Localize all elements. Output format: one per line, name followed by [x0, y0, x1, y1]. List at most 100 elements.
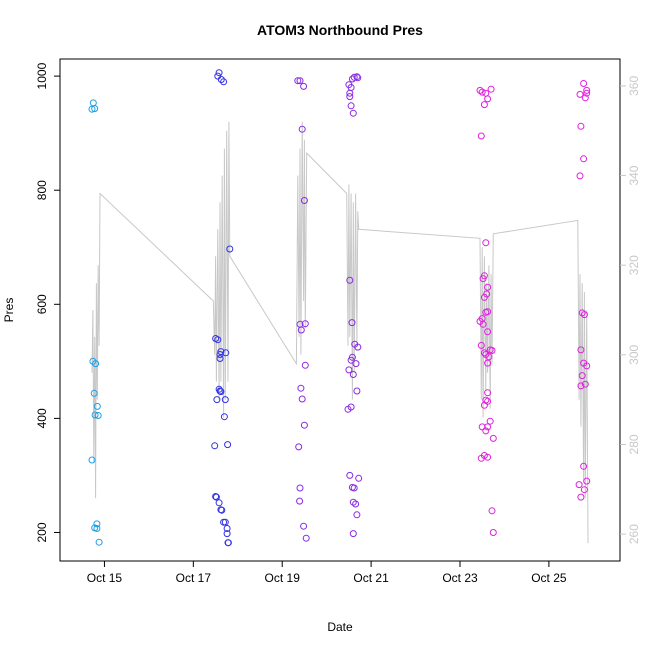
- data-point: [484, 397, 492, 405]
- data-point: [477, 341, 485, 349]
- data-point: [577, 346, 585, 354]
- data-point: [576, 90, 584, 98]
- data-point: [88, 456, 96, 464]
- y2-tick-label: 360: [627, 76, 641, 96]
- data-point: [482, 396, 490, 404]
- data-point: [296, 497, 304, 505]
- data-point: [94, 412, 102, 419]
- data-point: [350, 484, 358, 492]
- data-point: [355, 474, 363, 482]
- data-point: [89, 99, 97, 107]
- data-point: [578, 309, 586, 317]
- data-point: [353, 73, 361, 81]
- data-point: [576, 172, 584, 180]
- data-point: [348, 319, 356, 327]
- data-point: [346, 89, 354, 97]
- data-point: [354, 343, 362, 351]
- data-point: [488, 347, 496, 354]
- data-point: [300, 82, 308, 90]
- data-point: [213, 396, 221, 404]
- y2-tick-label: 320: [627, 255, 641, 275]
- data-point: [353, 511, 361, 519]
- data-point: [583, 362, 591, 370]
- x-tick-label: Oct 23: [442, 571, 478, 585]
- data-point: [215, 69, 223, 77]
- data-point: [482, 427, 490, 435]
- data-point: [226, 245, 234, 253]
- data-point: [480, 293, 488, 301]
- data-point: [482, 89, 490, 97]
- data-point: [577, 493, 585, 501]
- data-point: [215, 499, 223, 507]
- data-point: [484, 328, 492, 336]
- data-point: [95, 538, 103, 546]
- data-point: [488, 507, 496, 515]
- data-point: [218, 506, 226, 514]
- data-point: [478, 423, 486, 431]
- x-tick-label: Oct 25: [531, 571, 567, 585]
- data-point: [221, 396, 229, 404]
- x-tick-label: Oct 19: [265, 571, 301, 585]
- data-point: [580, 155, 588, 163]
- data-point: [295, 443, 303, 451]
- data-point: [220, 78, 228, 86]
- data-point: [223, 525, 231, 532]
- data-point: [214, 336, 222, 344]
- y-axis-right: 260 280 300 320 340 360: [620, 76, 641, 544]
- data-point: [581, 94, 589, 102]
- data-point: [484, 359, 492, 367]
- data-point: [484, 95, 492, 103]
- x-tick-label: Oct 21: [353, 571, 389, 585]
- data-point: [480, 349, 488, 357]
- data-point: [297, 384, 305, 392]
- data-point: [222, 349, 230, 357]
- y-tick-label: 200: [35, 522, 49, 542]
- data-point: [580, 311, 588, 319]
- y-tick-label: 800: [35, 180, 49, 200]
- data-point: [220, 413, 228, 421]
- data-point: [294, 77, 302, 85]
- data-point: [92, 360, 100, 368]
- data-point: [224, 539, 232, 547]
- data-point: [302, 534, 310, 542]
- data-point: [479, 275, 487, 283]
- data-point: [489, 434, 497, 442]
- data-point: [216, 355, 224, 362]
- data-point: [347, 356, 355, 364]
- y2-tick-label: 280: [627, 434, 641, 454]
- data-point: [349, 109, 357, 117]
- data-point: [347, 102, 355, 110]
- data-point: [346, 276, 354, 284]
- data-point: [484, 453, 492, 461]
- data-point: [352, 360, 360, 368]
- data-point: [300, 421, 308, 429]
- x-axis-label: Date: [327, 620, 353, 634]
- data-point: [482, 239, 490, 247]
- y2-tick-label: 300: [627, 344, 641, 364]
- plot-box: [59, 58, 621, 562]
- data-point: [479, 320, 487, 328]
- data-point: [583, 89, 591, 97]
- data-point: [301, 361, 309, 369]
- data-point: [91, 411, 99, 419]
- data-point: [580, 486, 588, 494]
- pressure-line-series: [91, 121, 589, 544]
- data-point: [353, 387, 361, 395]
- data-point: [581, 380, 589, 388]
- pressure-points: [88, 69, 591, 547]
- data-point: [298, 395, 306, 403]
- data-point: [345, 366, 353, 374]
- chart-title: ATOM3 Northbound Pres: [257, 22, 423, 38]
- data-point: [489, 529, 497, 536]
- data-point: [217, 348, 225, 356]
- data-point: [575, 481, 583, 489]
- data-point: [296, 484, 304, 492]
- y-tick-label: 600: [35, 294, 49, 314]
- data-point: [583, 477, 591, 485]
- data-point: [93, 402, 101, 410]
- x-axis: Oct 15 Oct 17 Oct 19 Oct 21 Oct 23 Oct 25: [87, 561, 567, 585]
- pressure-line: [91, 121, 589, 544]
- data-point: [577, 122, 585, 130]
- data-point: [349, 498, 357, 506]
